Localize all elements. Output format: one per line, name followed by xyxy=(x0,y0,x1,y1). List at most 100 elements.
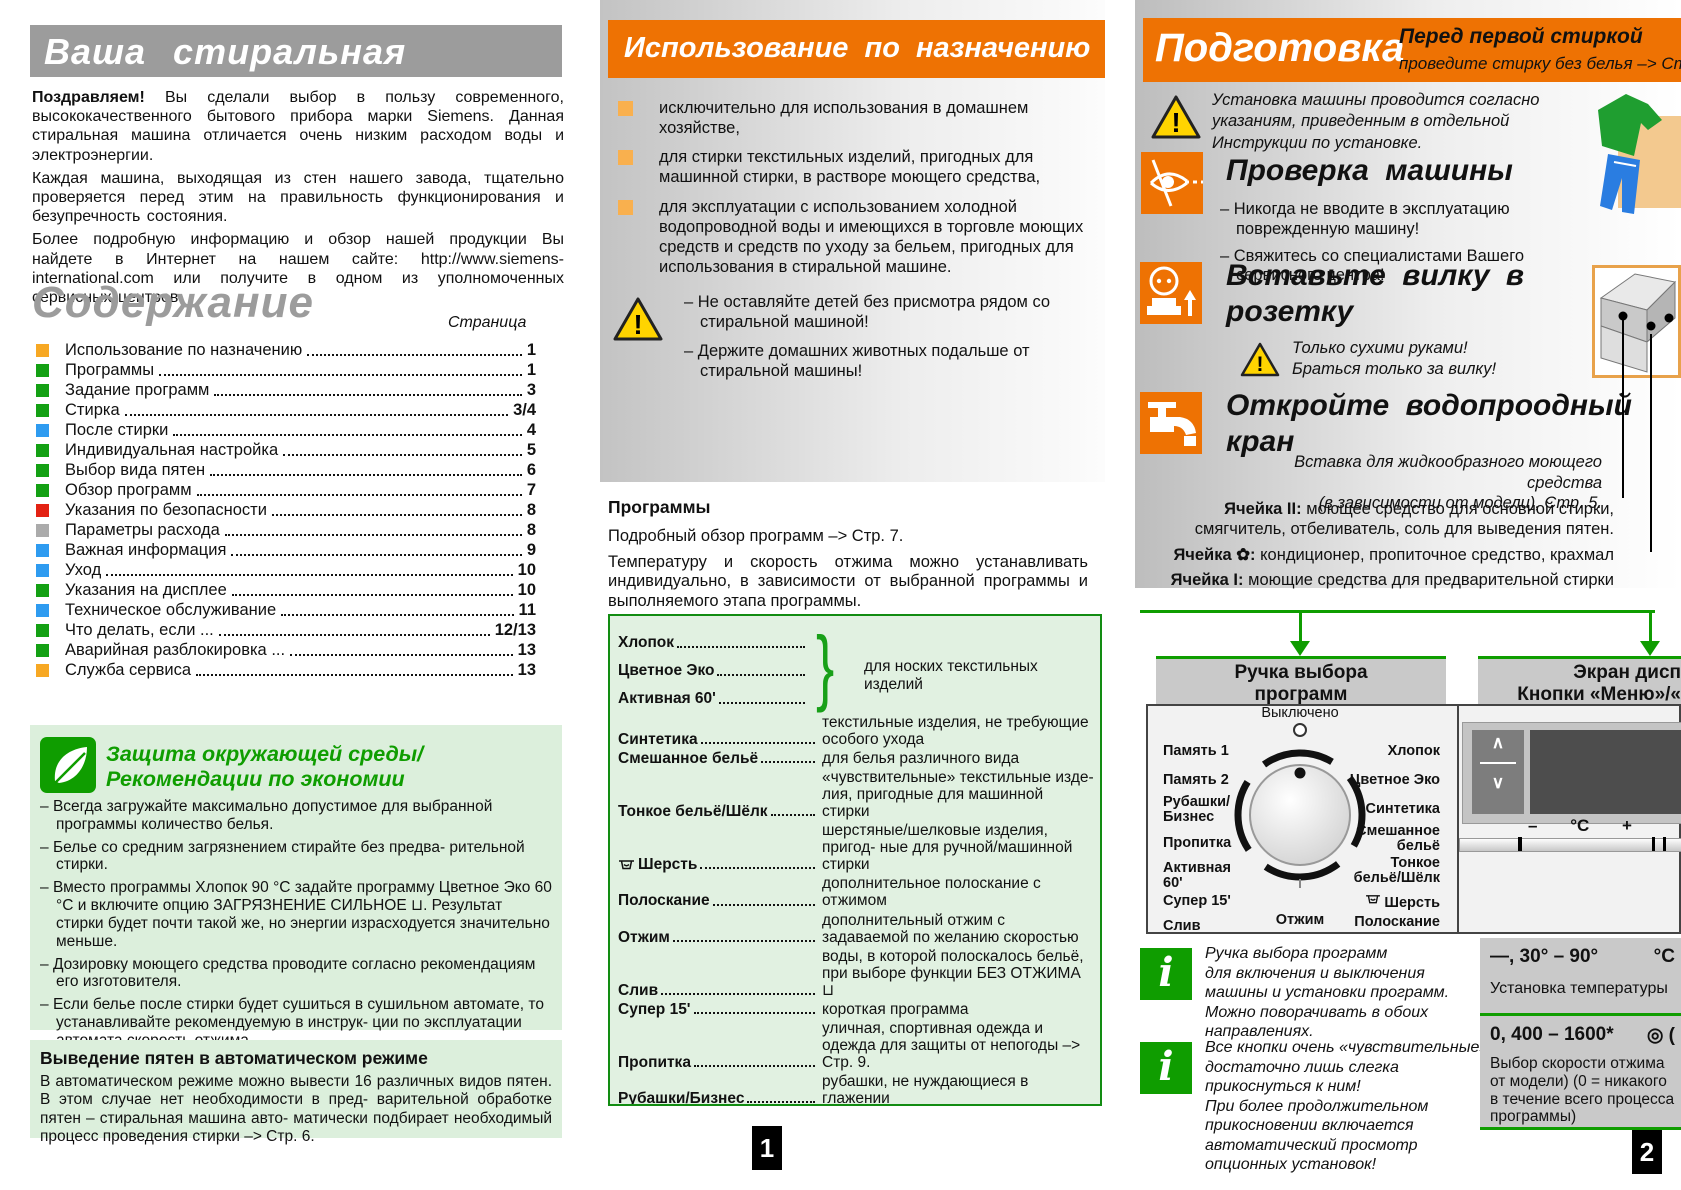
toc-entry[interactable]: Задание программ 3 xyxy=(36,380,536,400)
toc-page-number: 5 xyxy=(526,440,536,459)
program-selector-knob[interactable] xyxy=(1230,718,1370,893)
safety-warnings: Не оставляйте детей без присмотра рядом … xyxy=(684,292,1092,391)
intro-text: Поздравляем! Вы сделали выбор в пользу с… xyxy=(32,88,564,311)
program-name: Слив xyxy=(618,981,659,999)
spin-range: 0, 400 – 1600* xyxy=(1490,1024,1614,1045)
safety-warning-item: Держите домашних животных подальше от ст… xyxy=(684,341,1092,381)
flow-arrow-down-icon xyxy=(1640,641,1660,656)
dotted-leader xyxy=(159,374,522,376)
flow-arrow-down-icon xyxy=(1290,641,1310,656)
program-name-cell: Смешанное бельё xyxy=(618,750,818,767)
eco-item: Белье со средним загрязнением стирайте б… xyxy=(40,839,552,875)
warning-triangle-icon: ! xyxy=(1240,342,1280,383)
toc-page-number: 1 xyxy=(526,360,536,379)
panel-trim-bar xyxy=(1459,838,1681,852)
dotted-leader xyxy=(196,494,522,496)
eco-item: Дозировку моющего средства проводите сог… xyxy=(40,956,552,992)
toc-page-number: 3 xyxy=(526,380,536,399)
dial-program-label: Шерсть xyxy=(1326,877,1440,911)
toc-bullet-square xyxy=(36,643,49,657)
middle-column-background xyxy=(600,0,1105,482)
program-name-cell: Шерсть xyxy=(618,822,818,873)
cell-label: Ячейка II: xyxy=(1224,500,1302,518)
usage-bullet-text: для стирки текстильных изделий, пригодны… xyxy=(659,148,1041,187)
open-tap-heading: Откройте водопроодный кран xyxy=(1226,389,1632,458)
dotted-leader xyxy=(693,1064,815,1067)
toc-bullet-square xyxy=(36,443,49,457)
dispenser-cells-notes: Ячейка II: моющее средство для основной … xyxy=(1142,500,1614,597)
cell-text: моющие средства для предварительной стир… xyxy=(1243,571,1614,590)
toc-entry[interactable]: Служба сервиса 13 xyxy=(36,660,536,680)
dial-program-label: Память 1 xyxy=(1163,742,1229,759)
program-row: Супер 15' короткая программа xyxy=(618,1001,1094,1018)
toc-page-number: 9 xyxy=(526,540,536,559)
down-arrow-button[interactable]: ∨ xyxy=(1491,773,1505,792)
minus-button[interactable]: – xyxy=(1528,816,1538,835)
toc-entry[interactable]: Указания на дисплее 10 xyxy=(36,580,536,600)
toc-page-number: 13 xyxy=(517,660,536,679)
toc-entry[interactable]: Что делать, если ... 12/13 xyxy=(36,620,536,640)
toc-entry[interactable]: Индивидуальная настройка 5 xyxy=(36,440,536,460)
program-rows: Синтетика текстильные изделия, не требую… xyxy=(618,714,1094,1104)
orange-bullet-square xyxy=(618,199,633,215)
spin-symbol-icon: ◎ ( xyxy=(1646,1025,1675,1046)
toc-entry[interactable]: Уход 10 xyxy=(36,560,536,580)
dial-program-label: Тонкое бельё/Шёлк xyxy=(1353,854,1440,887)
program-name-cell: Отжим xyxy=(618,912,818,946)
flow-line-vertical xyxy=(1649,611,1652,641)
callout-line xyxy=(1622,320,1624,498)
callout-line xyxy=(1650,334,1652,552)
temperature-controls: – °C + xyxy=(1528,816,1632,836)
button-divider xyxy=(1480,762,1516,764)
toc-entry[interactable]: Использование по назначению 1 xyxy=(36,340,536,360)
page-number-badge: 2 xyxy=(1632,1130,1662,1174)
program-name-cell: Тонкое бельё/Шёлк xyxy=(618,769,818,820)
dotted-leader xyxy=(124,414,509,416)
program-list-box: Хлопок Цветное Эко Активная 60' } для но… xyxy=(608,614,1102,1106)
toc-entry[interactable]: Важная информация 9 xyxy=(36,540,536,560)
knob-info-text: Ручка выбора программ для включения и вы… xyxy=(1205,945,1450,1041)
plug-warning-text: Только сухими руками! Браться только за … xyxy=(1292,339,1497,379)
program-name: Смешанное бельё xyxy=(618,750,759,768)
toc-page-number: 3/4 xyxy=(513,400,536,419)
toc-entry[interactable]: Обзор программ 7 xyxy=(36,480,536,500)
program-row: Рубашки/Бизнес рубашки, не нуждающиеся в… xyxy=(618,1073,1094,1104)
cell-label: Ячейка I: xyxy=(1170,571,1244,590)
dotted-leader xyxy=(770,814,815,817)
cell-text: кондиционер, пропиточное средство, крахм… xyxy=(1255,545,1614,564)
toc-page-column-label: Страница xyxy=(448,314,527,331)
dial-program-label: Рубашки/ Бизнес xyxy=(1163,793,1231,826)
toc-entry[interactable]: Программы 1 xyxy=(36,360,536,380)
warning-triangle-icon: ! xyxy=(612,296,664,347)
left-page-title-bar: Ваша стиральная машина xyxy=(30,25,562,114)
dotted-leader xyxy=(231,554,522,556)
toc-bullet-square xyxy=(36,543,49,557)
program-name-cell: Синтетика xyxy=(618,714,818,748)
check-item: Свяжитесь со специалистами Вашего сервис… xyxy=(1220,247,1570,287)
program-brace-group: Хлопок Цветное Эко Активная 60' } для но… xyxy=(618,619,1094,713)
toc-entry[interactable]: Выбор вида пятен 6 xyxy=(36,460,536,480)
toc-entry-label: Задание программ xyxy=(65,380,210,399)
toc-entry[interactable]: Аварийная разблокировка ... 13 xyxy=(36,640,536,660)
toc-entry[interactable]: Техническое обслуживание 11 xyxy=(36,600,536,620)
toc-entry-label: Использование по назначению xyxy=(65,340,303,359)
dotted-leader xyxy=(718,702,805,704)
toc-entry[interactable]: Параметры расхода 8 xyxy=(36,520,536,540)
up-arrow-button[interactable]: ∧ xyxy=(1491,733,1505,752)
menu-buttons[interactable]: ∧ ∨ xyxy=(1472,730,1524,814)
toc-page-number: 10 xyxy=(517,560,536,579)
toc-bullet-square xyxy=(36,603,49,617)
dotted-leader xyxy=(281,614,514,616)
toc-entry-label: Программы xyxy=(65,360,155,379)
plus-button[interactable]: + xyxy=(1622,816,1632,835)
toc-page-number: 10 xyxy=(517,580,536,599)
toc-page-number: 12/13 xyxy=(494,620,536,639)
program-description: воды, в которой полоскалось бельё, при в… xyxy=(822,947,1084,999)
dotted-leader xyxy=(307,354,522,356)
check-item: Никогда не вводите в эксплуатацию повреж… xyxy=(1220,200,1570,240)
toc-entry[interactable]: После стирки 4 xyxy=(36,420,536,440)
toc-entry[interactable]: Указания по безопасности 8 xyxy=(36,500,536,520)
toc-entry[interactable]: Стирка 3/4 xyxy=(36,400,536,420)
safety-warning-item: Не оставляйте детей без присмотра рядом … xyxy=(684,292,1092,332)
dotted-leader xyxy=(106,574,513,576)
